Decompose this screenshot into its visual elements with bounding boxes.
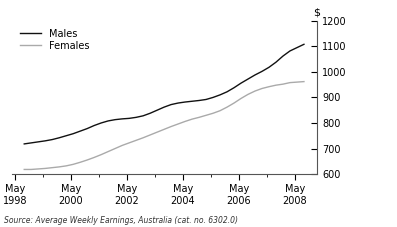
Females bbox=[148, 134, 152, 136]
Females bbox=[134, 139, 139, 142]
Females bbox=[239, 97, 243, 100]
Females bbox=[22, 168, 27, 171]
Text: Source: Average Weekly Earnings, Australia (cat. no. 6302.0): Source: Average Weekly Earnings, Austral… bbox=[4, 216, 238, 225]
Females bbox=[287, 81, 292, 84]
Legend: Males, Females: Males, Females bbox=[17, 26, 93, 53]
Females bbox=[225, 106, 229, 109]
Males bbox=[22, 143, 27, 145]
Males bbox=[50, 138, 54, 141]
Males bbox=[85, 127, 90, 130]
Females bbox=[127, 141, 131, 144]
Females bbox=[204, 114, 208, 117]
Males bbox=[113, 118, 118, 121]
Males bbox=[204, 98, 208, 101]
Males bbox=[64, 134, 69, 137]
Males bbox=[92, 124, 96, 127]
Males bbox=[148, 112, 152, 115]
Males bbox=[287, 49, 292, 52]
Females bbox=[64, 165, 69, 167]
Males bbox=[274, 61, 278, 64]
Males bbox=[134, 116, 139, 119]
Females bbox=[43, 167, 48, 170]
Females bbox=[197, 116, 201, 119]
Males bbox=[281, 55, 285, 57]
Females bbox=[211, 112, 216, 115]
Females bbox=[302, 80, 306, 83]
Males bbox=[155, 109, 160, 111]
Females bbox=[99, 153, 104, 156]
Males bbox=[231, 86, 236, 89]
Females bbox=[141, 136, 145, 139]
Males bbox=[176, 102, 181, 104]
Males bbox=[252, 74, 257, 76]
Females bbox=[218, 109, 222, 112]
Females bbox=[183, 120, 187, 123]
Males bbox=[239, 82, 243, 84]
Females bbox=[252, 90, 257, 92]
Males bbox=[183, 101, 187, 103]
Females bbox=[71, 163, 75, 166]
Males bbox=[190, 100, 195, 103]
Females bbox=[246, 93, 251, 96]
Text: $: $ bbox=[314, 8, 321, 18]
Males bbox=[141, 114, 145, 117]
Females bbox=[176, 123, 181, 125]
Males bbox=[36, 141, 40, 143]
Males bbox=[162, 106, 166, 109]
Males bbox=[57, 136, 62, 139]
Females bbox=[113, 147, 118, 150]
Males bbox=[218, 94, 222, 96]
Females bbox=[78, 161, 83, 164]
Line: Males: Males bbox=[24, 44, 304, 144]
Males bbox=[260, 70, 264, 73]
Females bbox=[120, 144, 125, 147]
Males bbox=[43, 139, 48, 142]
Males bbox=[99, 122, 104, 124]
Males bbox=[197, 99, 201, 102]
Females bbox=[162, 128, 166, 131]
Males bbox=[29, 141, 34, 144]
Females bbox=[267, 85, 272, 88]
Females bbox=[190, 118, 195, 121]
Females bbox=[106, 150, 110, 153]
Females bbox=[281, 83, 285, 86]
Females bbox=[260, 87, 264, 90]
Females bbox=[92, 156, 96, 159]
Females bbox=[29, 168, 34, 171]
Females bbox=[274, 84, 278, 86]
Males bbox=[78, 130, 83, 133]
Males bbox=[106, 120, 110, 122]
Females bbox=[231, 102, 236, 104]
Females bbox=[155, 131, 160, 133]
Females bbox=[50, 166, 54, 169]
Males bbox=[211, 96, 216, 99]
Males bbox=[225, 90, 229, 93]
Line: Females: Females bbox=[24, 81, 304, 169]
Males bbox=[302, 43, 306, 46]
Males bbox=[267, 66, 272, 69]
Males bbox=[71, 132, 75, 135]
Females bbox=[36, 168, 40, 170]
Females bbox=[57, 165, 62, 168]
Males bbox=[127, 117, 131, 120]
Females bbox=[85, 159, 90, 161]
Males bbox=[120, 118, 125, 120]
Males bbox=[169, 103, 173, 106]
Females bbox=[169, 125, 173, 128]
Males bbox=[246, 78, 251, 80]
